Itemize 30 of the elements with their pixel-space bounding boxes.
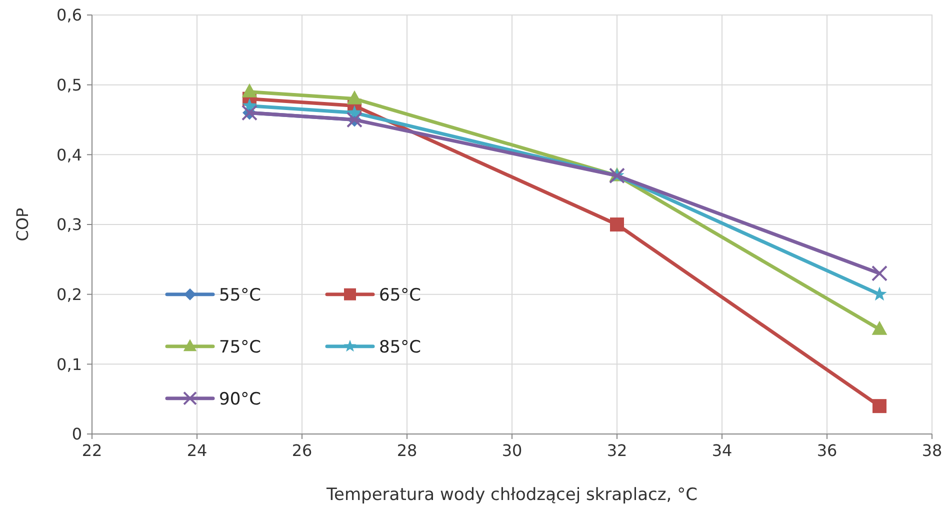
x-axis-title: Temperatura wody chłodzącej skraplacz, °C bbox=[326, 485, 698, 505]
x-tick-label: 26 bbox=[292, 441, 312, 460]
y-tick-label: 0 bbox=[72, 424, 82, 444]
point bbox=[872, 399, 886, 414]
x-tick-label: 24 bbox=[186, 441, 208, 460]
y-tick-label: 0,6 bbox=[56, 6, 82, 25]
point bbox=[872, 286, 887, 301]
x-tick-label: 30 bbox=[502, 441, 522, 460]
point bbox=[242, 83, 258, 98]
point bbox=[610, 218, 624, 232]
point bbox=[346, 90, 362, 104]
x-tick-label: 22 bbox=[82, 441, 102, 460]
x-tick-label: 32 bbox=[606, 441, 628, 460]
y-tick-label: 0,1 bbox=[56, 354, 82, 374]
y-tick-label: 0,4 bbox=[56, 145, 82, 164]
legend-label: 75°C bbox=[219, 337, 262, 358]
legend-label: 85°C bbox=[379, 337, 422, 358]
y-axis-title: COP bbox=[13, 207, 32, 242]
x-tick-label: 38 bbox=[922, 441, 942, 460]
point bbox=[872, 320, 888, 335]
y-tick-label: 0,2 bbox=[56, 284, 82, 304]
legend-label: 55°C bbox=[219, 285, 262, 306]
y-tick-label: 0,3 bbox=[56, 215, 82, 234]
y-tick-label: 0,5 bbox=[56, 75, 82, 94]
legend-label: 90°C bbox=[219, 389, 262, 410]
x-tick-label: 34 bbox=[712, 441, 732, 460]
x-tick-label: 36 bbox=[816, 441, 838, 460]
x-tick-label: 28 bbox=[396, 441, 418, 460]
legend-label: 65°C bbox=[379, 285, 422, 306]
point bbox=[872, 265, 888, 282]
